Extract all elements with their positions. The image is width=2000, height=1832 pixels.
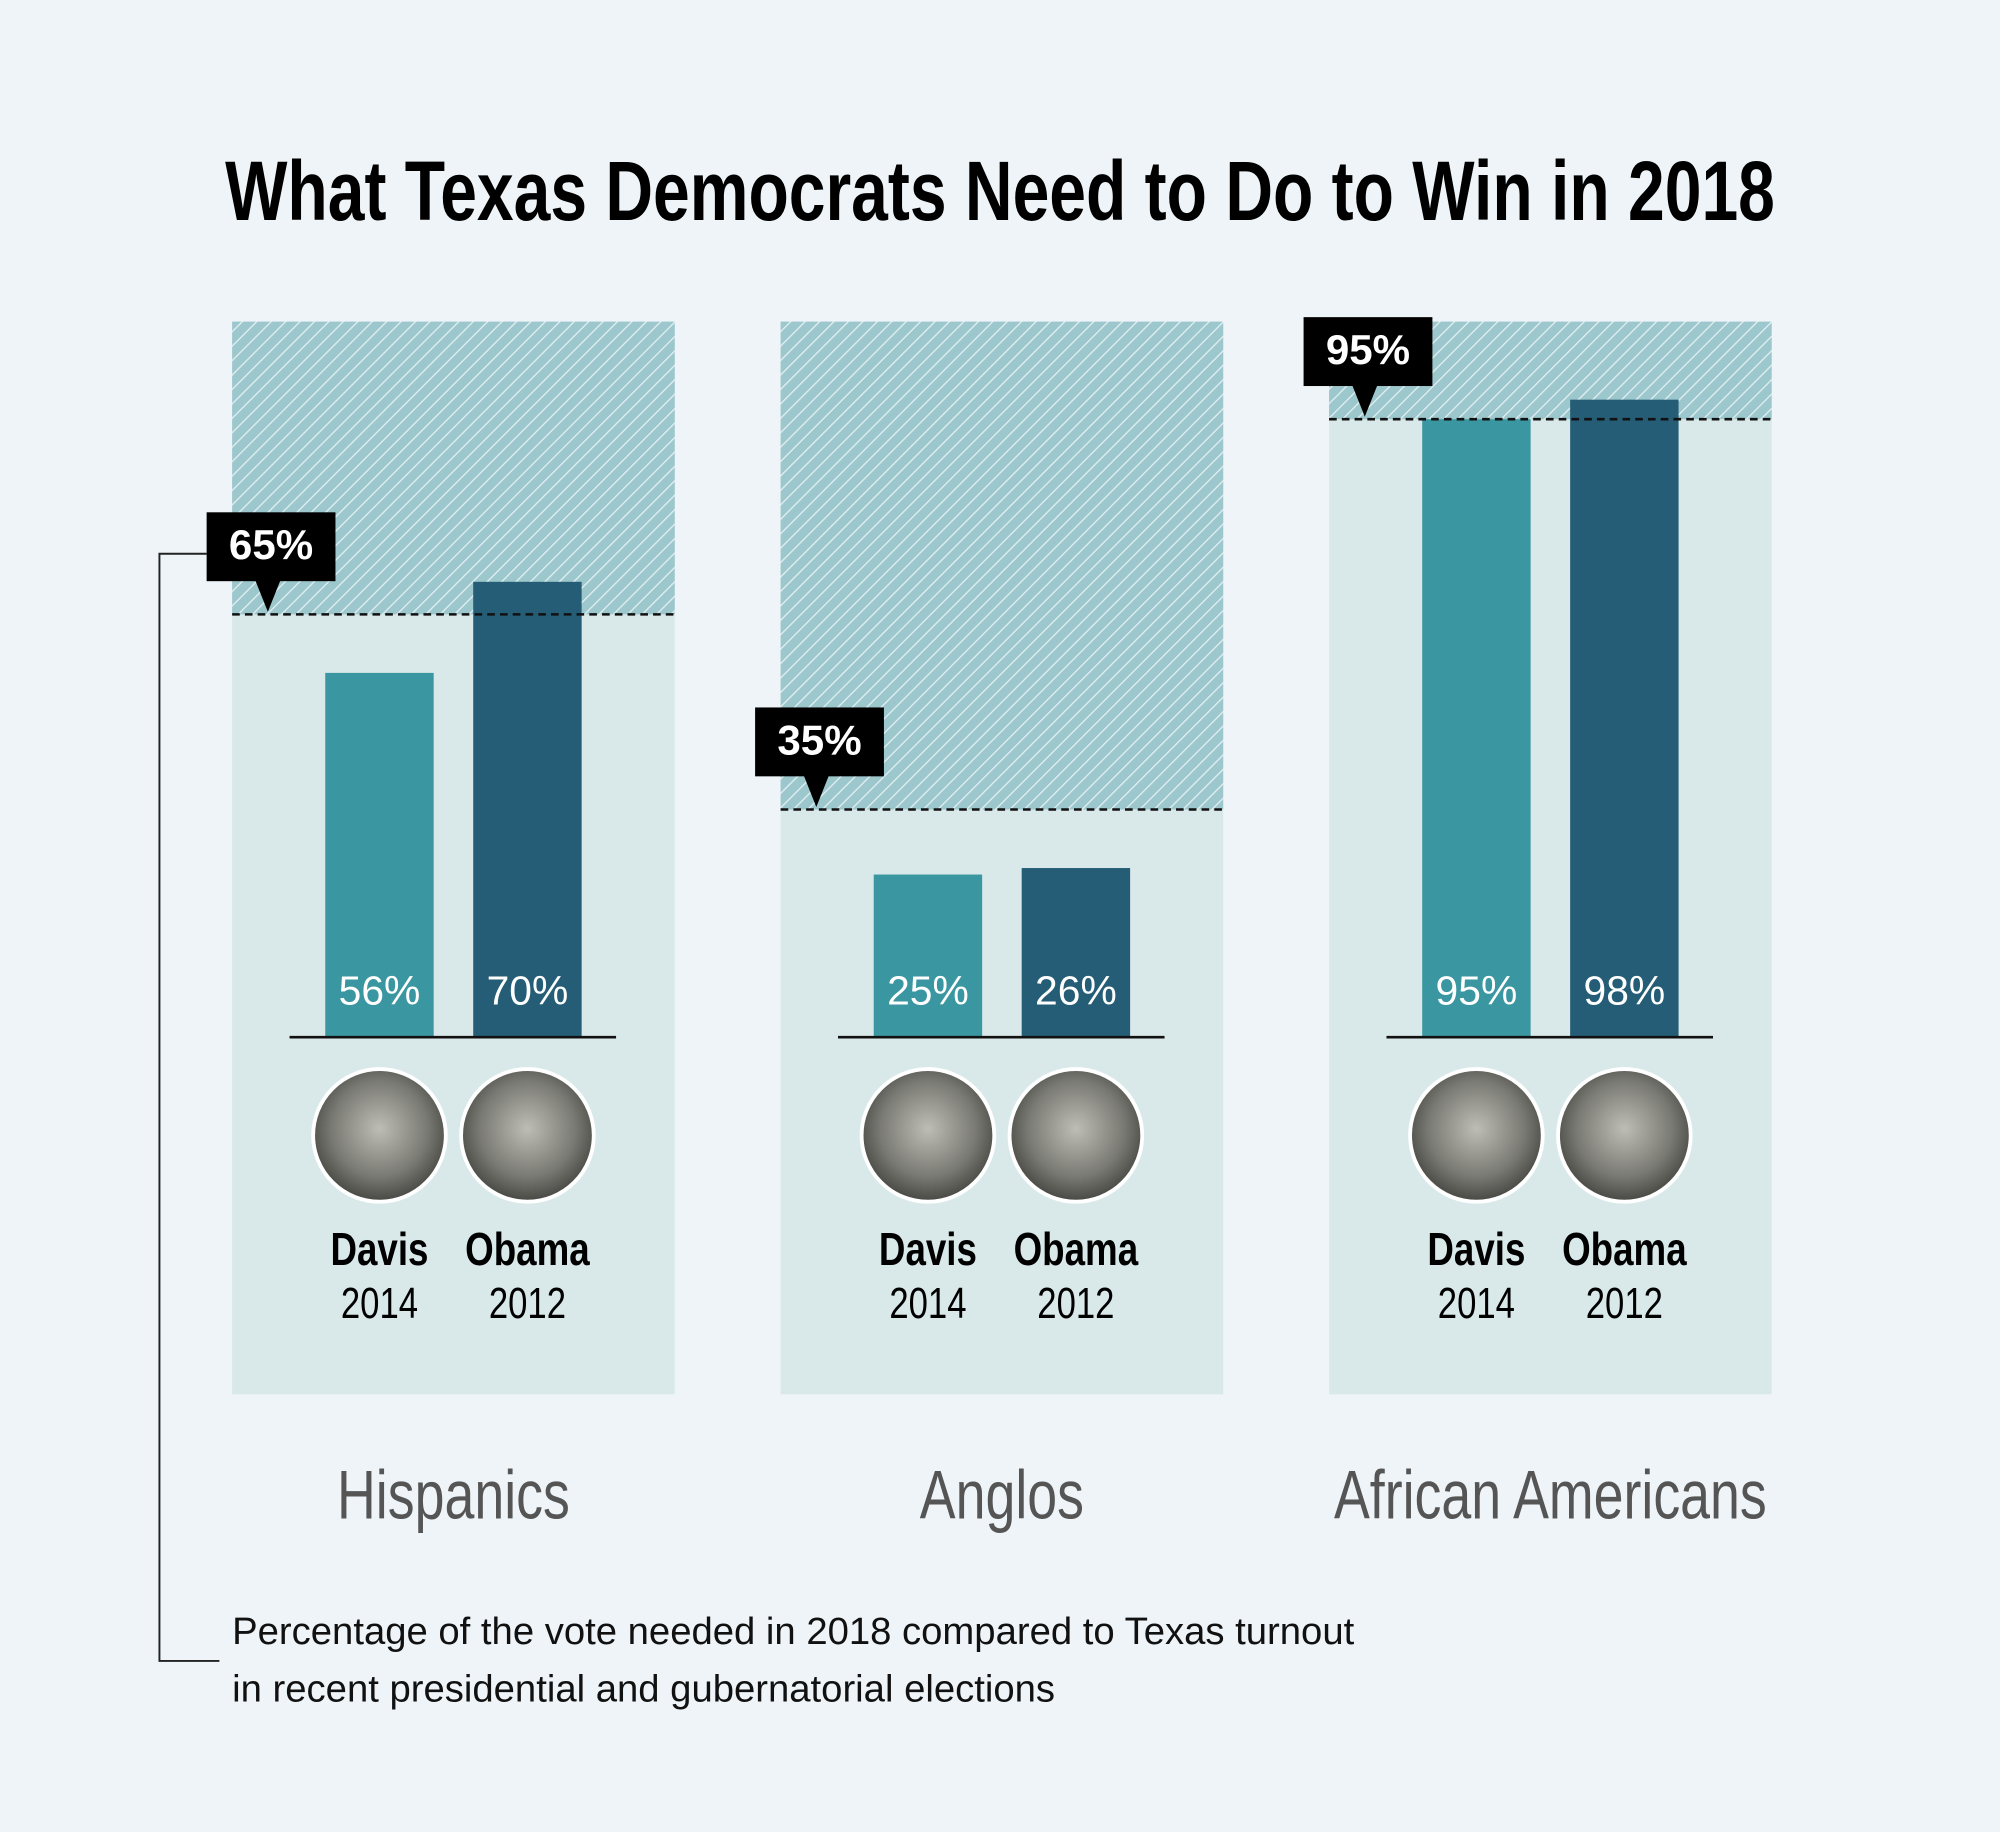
- legend-name: Obama: [1562, 1223, 1687, 1275]
- legend-name: Obama: [465, 1223, 590, 1275]
- value-label: 98%: [1584, 968, 1666, 1014]
- group-label: Anglos: [920, 1457, 1084, 1534]
- target-label: 35%: [777, 716, 861, 763]
- legend-year: 2012: [1037, 1279, 1114, 1328]
- target-pointer: [255, 579, 281, 612]
- caption-bracket: [158, 552, 220, 1662]
- portrait: [1556, 1067, 1693, 1204]
- portrait: [859, 1067, 997, 1204]
- chart-title: What Texas Democrats Need to Do to Win i…: [225, 144, 1775, 238]
- portrait: [459, 1067, 596, 1204]
- caption: in recent presidential and gubernatorial…: [232, 1668, 1055, 1711]
- value-label: 70%: [487, 968, 569, 1014]
- legend-name: Obama: [1014, 1223, 1139, 1275]
- group-label: Hispanics: [337, 1457, 570, 1534]
- target-pointer: [1352, 384, 1378, 417]
- target-box: [755, 707, 884, 777]
- target-box: [1303, 317, 1433, 387]
- legend-year: 2012: [1586, 1279, 1663, 1328]
- portrait: [1007, 1067, 1145, 1204]
- bar: [473, 581, 582, 1038]
- bar: [1422, 419, 1531, 1038]
- bar: [1021, 868, 1131, 1038]
- legend-year: 2014: [1438, 1279, 1515, 1328]
- bar: [325, 672, 434, 1038]
- panel: [1329, 321, 1772, 1395]
- target-pointer: [803, 775, 830, 807]
- legend-name: Davis: [1427, 1223, 1525, 1275]
- portrait: [311, 1067, 448, 1204]
- caption: Percentage of the vote needed in 2018 co…: [232, 1610, 1354, 1653]
- legend-year: 2014: [889, 1279, 966, 1328]
- legend-year: 2014: [341, 1279, 418, 1328]
- target-label: 95%: [1326, 326, 1410, 373]
- value-label: 95%: [1436, 968, 1518, 1014]
- legend-name: Davis: [879, 1223, 977, 1275]
- bar: [1570, 399, 1679, 1038]
- target-label: 65%: [229, 521, 313, 568]
- portrait: [1408, 1067, 1545, 1204]
- group-label: African Americans: [1334, 1457, 1767, 1534]
- legend-name: Davis: [330, 1223, 428, 1275]
- legend-year: 2012: [489, 1279, 566, 1328]
- bar: [873, 874, 983, 1038]
- target-box: [206, 512, 336, 582]
- value-label: 56%: [339, 968, 421, 1014]
- value-label: 26%: [1035, 968, 1117, 1014]
- value-label: 25%: [887, 968, 969, 1014]
